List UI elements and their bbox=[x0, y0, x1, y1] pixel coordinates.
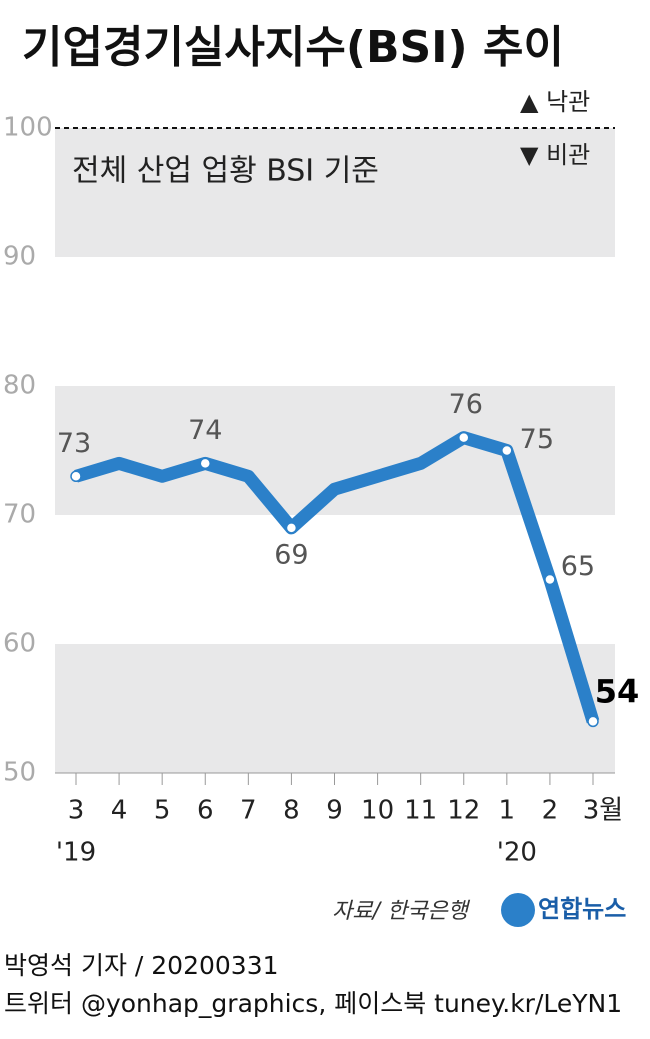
y-tick-label: 90 bbox=[3, 242, 36, 272]
data-label: 76 bbox=[449, 389, 483, 420]
point bbox=[587, 715, 599, 728]
data-label: 75 bbox=[520, 424, 554, 455]
data-label: 74 bbox=[188, 415, 222, 446]
year-label: '19 bbox=[56, 838, 96, 868]
grid-band bbox=[55, 128, 615, 257]
x-tick-label: 8 bbox=[283, 796, 300, 826]
x-tick-label: 7 bbox=[240, 796, 257, 826]
y-tick-label: 70 bbox=[3, 500, 36, 530]
x-tick-label: 1 bbox=[499, 796, 516, 826]
social: 트위터 @yonhap_graphics, 페이스북 tuney.kr/LeYN… bbox=[4, 989, 622, 1018]
point bbox=[70, 470, 82, 483]
x-tick-label: 9 bbox=[326, 796, 343, 826]
data-label: 54 bbox=[595, 672, 640, 710]
x-tick-label: 4 bbox=[111, 796, 128, 826]
data-label: 73 bbox=[57, 428, 91, 459]
grid-band bbox=[55, 644, 615, 773]
point bbox=[501, 444, 513, 457]
legend-down: ▼ 비관 bbox=[520, 141, 590, 169]
logo-icon bbox=[501, 893, 535, 927]
x-tick-label: 12 bbox=[447, 796, 480, 826]
year-label: '20 bbox=[497, 838, 537, 868]
logo: 연합뉴스 bbox=[538, 895, 626, 923]
x-tick-label: 3 bbox=[68, 796, 85, 826]
byline: 박영석 기자 / 20200331 bbox=[4, 951, 279, 980]
point bbox=[544, 573, 556, 586]
y-tick-label: 60 bbox=[3, 629, 36, 659]
chart-title: 기업경기실사지수(BSI) 추이 bbox=[22, 22, 564, 73]
data-label: 69 bbox=[274, 539, 308, 570]
x-tick-label: 3월 bbox=[583, 796, 623, 826]
x-tick-label: 2 bbox=[542, 796, 559, 826]
x-tick-label: 5 bbox=[154, 796, 171, 826]
x-tick-label: 10 bbox=[361, 796, 394, 826]
point bbox=[285, 522, 298, 534]
y-tick-label: 100 bbox=[3, 113, 53, 143]
legend-up: ▲ 낙관 bbox=[520, 88, 590, 116]
y-tick-label: 50 bbox=[3, 758, 36, 788]
y-tick-label: 80 bbox=[3, 371, 36, 401]
subtitle: 전체 산업 업황 BSI 기준 bbox=[72, 154, 379, 189]
point bbox=[458, 431, 470, 444]
source: 자료/ 한국은행 bbox=[332, 899, 471, 924]
data-label: 65 bbox=[561, 551, 595, 582]
x-tick-label: 6 bbox=[197, 796, 214, 826]
point bbox=[199, 457, 211, 470]
x-tick-label: 11 bbox=[404, 796, 437, 826]
